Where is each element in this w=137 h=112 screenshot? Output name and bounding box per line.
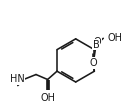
Text: HN: HN <box>10 74 24 84</box>
Text: O: O <box>89 58 97 68</box>
Text: B: B <box>93 40 99 50</box>
Text: OH: OH <box>41 93 56 103</box>
Text: OH: OH <box>107 33 122 43</box>
Text: O: O <box>93 37 101 47</box>
